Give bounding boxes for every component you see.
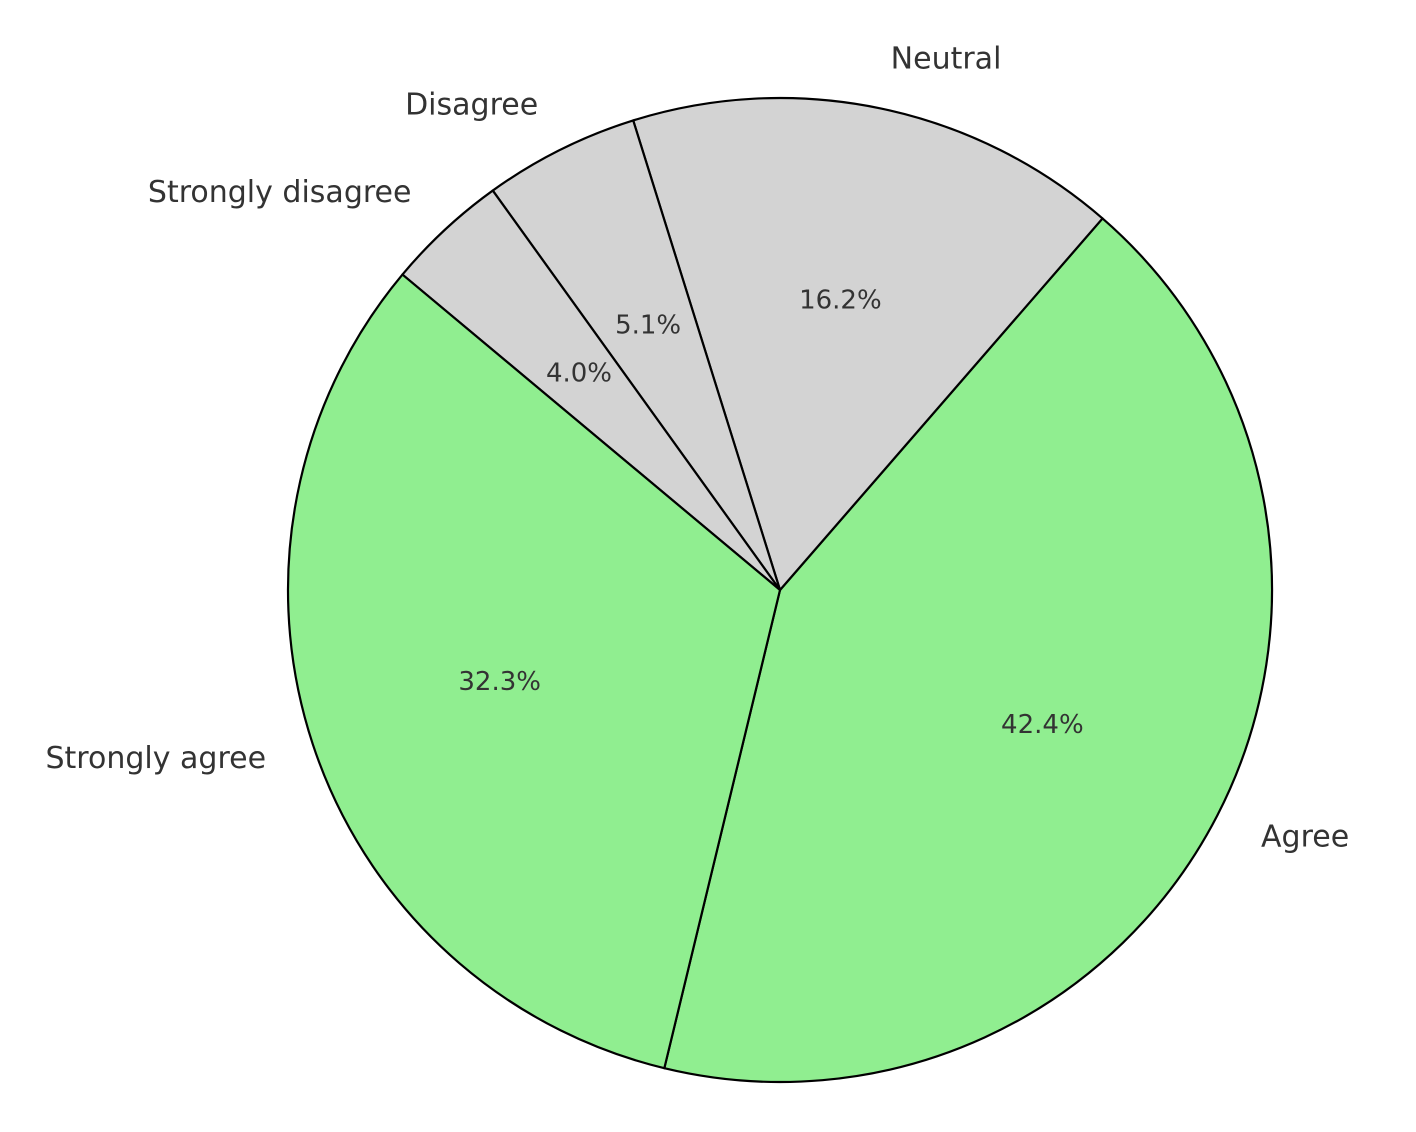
slice-label: Strongly agree: [46, 741, 267, 776]
slice-label: Disagree: [405, 87, 538, 122]
percent-label: 4.0%: [546, 358, 612, 388]
slice-label: Agree: [1261, 820, 1349, 855]
pie-slice: [286, 273, 782, 1070]
slice-label: Strongly disagree: [148, 175, 412, 210]
percent-label: 42.4%: [1001, 710, 1084, 740]
percent-label: 5.1%: [615, 310, 681, 340]
pie-slice: [491, 119, 782, 592]
percent-label: 16.2%: [799, 286, 882, 316]
pie-slice: [632, 96, 1104, 592]
slice-label: Neutral: [891, 42, 1002, 77]
pie-slice: [663, 217, 1274, 1084]
percent-label: 32.3%: [458, 667, 541, 697]
